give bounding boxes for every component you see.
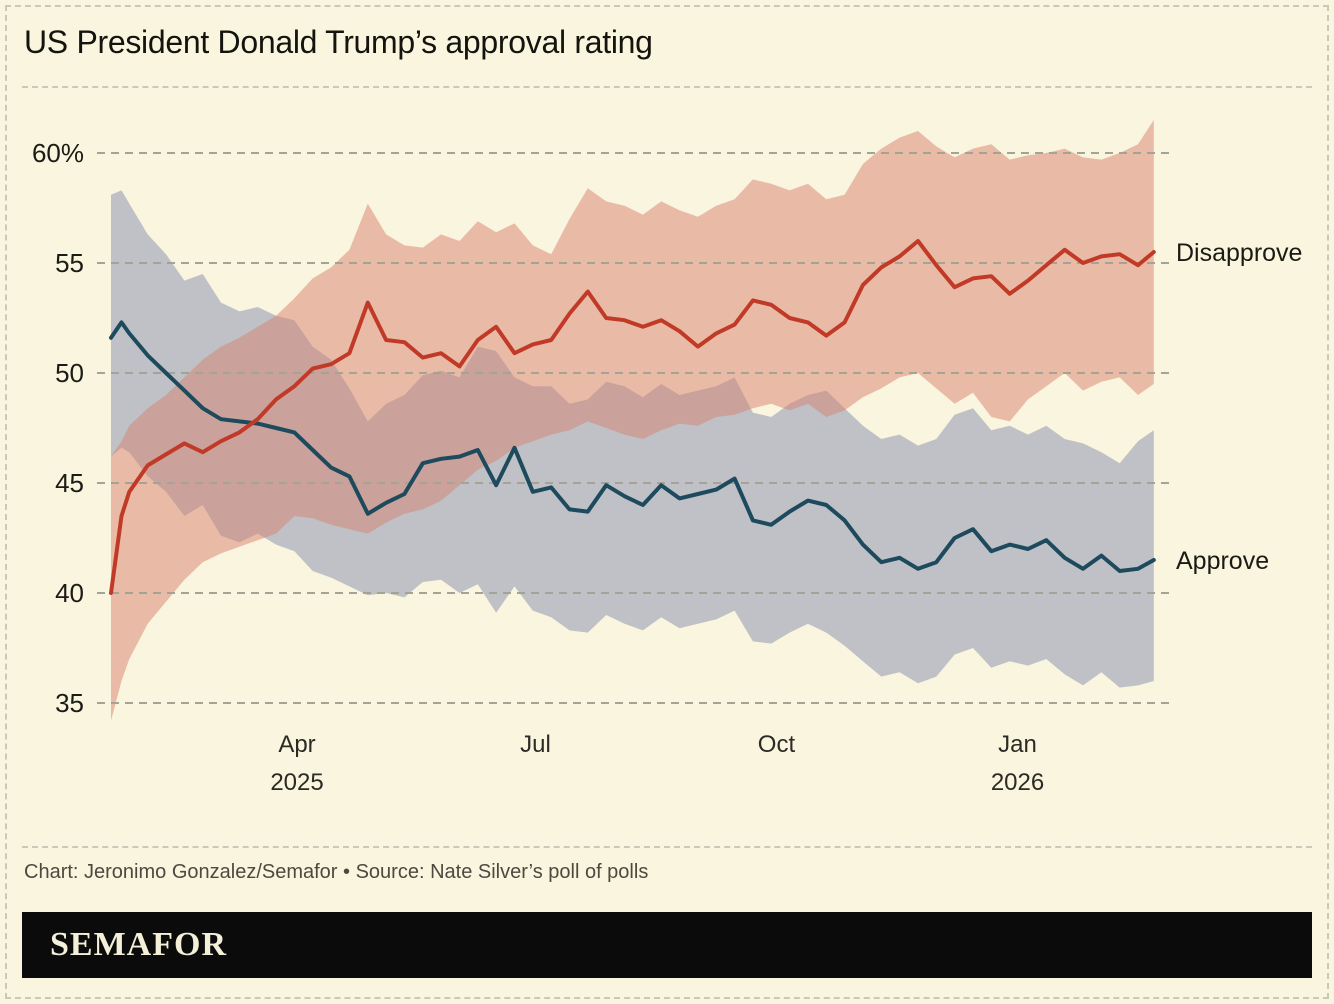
caption-divider [22,846,1312,848]
chart-bands [111,120,1154,721]
chart-gridlines [97,152,1170,704]
chart-series-labels: Disapprove Approve [1176,239,1302,575]
disapprove-band [111,120,1154,721]
y-tick-60: 60% [32,138,84,168]
y-tick-35: 35 [55,688,84,718]
x-tick-apr: Apr [278,731,315,758]
y-tick-55: 55 [55,248,84,278]
x-tick-year-2025: 2025 [270,769,323,796]
chart-axis-labels: 60% 55 50 45 40 35 Apr 2025 Jul Oct Jan 2026 [32,138,1044,796]
y-tick-40: 40 [55,578,84,608]
disapprove-label: Disapprove [1176,239,1302,267]
chart-title: US President Donald Trump’s approval rat… [24,24,653,60]
title-divider [22,86,1312,88]
chart-area: 60% 55 50 45 40 35 Apr 2025 Jul Oct Jan 2026 Disapp… [0,88,1334,800]
x-tick-jan: Jan [998,731,1037,758]
semafor-logo: SEMAFOR [50,926,227,963]
x-tick-year-2026: 2026 [991,769,1044,796]
approve-band [111,190,1154,688]
approval-chart-svg: 60% 55 50 45 40 35 Apr 2025 Jul Oct Jan 2026 Disapp… [32,120,1302,796]
y-tick-45: 45 [55,468,84,498]
x-tick-jul: Jul [520,731,551,758]
approve-label: Approve [1176,547,1269,575]
chart-lines [109,239,1156,595]
source-caption: Chart: Jeronimo Gonzalez/Semafor • Sourc… [24,861,649,883]
header: US President Donald Trump’s approval rat… [0,0,1334,60]
approve-line [109,320,1156,573]
y-tick-50: 50 [55,358,84,388]
footer-bar: SEMAFOR [22,912,1312,978]
disapprove-line [109,239,1156,595]
x-tick-oct: Oct [758,731,796,758]
